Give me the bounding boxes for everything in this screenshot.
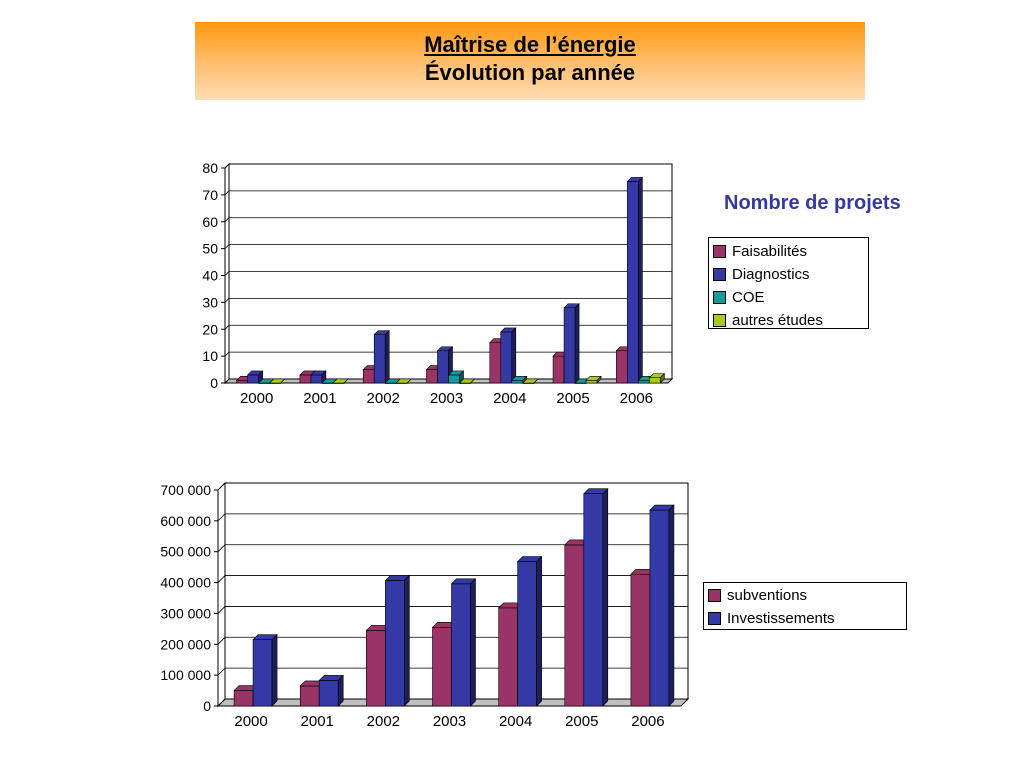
legend-swatch bbox=[713, 314, 726, 327]
legend-label: Diagnostics bbox=[732, 266, 810, 283]
gridline-side bbox=[217, 482, 226, 491]
bar bbox=[585, 375, 602, 384]
legend-label: autres études bbox=[732, 312, 823, 329]
bar bbox=[252, 633, 278, 707]
legend-label: Faisabilités bbox=[732, 243, 808, 260]
chart2-legend: subventions Investissements bbox=[703, 582, 907, 630]
x-tick-label: 2000 bbox=[234, 713, 267, 730]
bar bbox=[500, 327, 517, 384]
bar bbox=[332, 378, 349, 384]
y-tick-label: 30 bbox=[202, 294, 218, 310]
legend-label: subventions bbox=[727, 587, 808, 604]
title-banner: Maîtrise de l’énergie Évolution par anné… bbox=[195, 22, 865, 100]
bar bbox=[450, 578, 477, 707]
x-tick-label: 2003 bbox=[430, 390, 463, 407]
gridline-side bbox=[224, 298, 230, 303]
bar bbox=[384, 574, 411, 707]
y-tick-label: 500 000 bbox=[160, 544, 211, 560]
bar bbox=[583, 487, 609, 707]
gridline-side bbox=[224, 351, 230, 357]
bar bbox=[516, 555, 543, 707]
legend-label: Investissements bbox=[727, 610, 835, 627]
x-tick-label: 2005 bbox=[556, 390, 589, 407]
y-tick-label: 300 000 bbox=[160, 605, 211, 621]
bar bbox=[648, 372, 666, 384]
legend-item: Faisabilités bbox=[713, 240, 864, 263]
chart1-title: Nombre de projets bbox=[724, 192, 901, 214]
gridline-side bbox=[224, 271, 230, 276]
legend-label: COE bbox=[732, 289, 765, 306]
x-tick-label: 2003 bbox=[433, 713, 466, 730]
legend-swatch bbox=[713, 245, 726, 258]
bar bbox=[458, 378, 476, 384]
y-tick-label: 200 000 bbox=[160, 636, 211, 652]
bar bbox=[268, 378, 286, 384]
y-tick-label: 20 bbox=[202, 321, 218, 337]
x-tick-label: 2004 bbox=[499, 713, 532, 730]
legend-item: Investissements bbox=[708, 607, 902, 630]
gridline-side bbox=[217, 513, 226, 522]
bar bbox=[649, 504, 675, 707]
y-tick-label: 50 bbox=[202, 241, 218, 257]
y-tick-label: 10 bbox=[202, 348, 218, 364]
legend-item: Diagnostics bbox=[713, 263, 864, 286]
gridline-side bbox=[224, 378, 230, 384]
gridline-side bbox=[224, 163, 230, 169]
y-tick-label: 600 000 bbox=[160, 513, 211, 529]
x-tick-label: 2006 bbox=[620, 390, 653, 407]
x-tick-label: 2001 bbox=[303, 390, 336, 407]
y-tick-label: 0 bbox=[203, 698, 211, 714]
chart1-legend: Faisabilités Diagnostics COE autres étud… bbox=[708, 237, 869, 329]
y-tick-label: 70 bbox=[202, 187, 218, 203]
gridline-side bbox=[224, 324, 230, 330]
page-title: Maîtrise de l’énergie bbox=[424, 32, 636, 57]
x-tick-label: 2002 bbox=[367, 390, 400, 407]
bar bbox=[522, 378, 539, 384]
bar bbox=[395, 378, 412, 384]
y-tick-label: 700 000 bbox=[160, 482, 211, 498]
gridline-side bbox=[217, 544, 226, 552]
legend-item: COE bbox=[713, 286, 864, 309]
legend-swatch bbox=[713, 268, 726, 281]
gridline-side bbox=[217, 575, 226, 583]
bar bbox=[318, 674, 344, 707]
legend-item: autres études bbox=[713, 309, 864, 332]
legend-swatch bbox=[713, 291, 726, 304]
bar bbox=[563, 303, 580, 384]
bar bbox=[246, 370, 264, 384]
y-tick-label: 80 bbox=[202, 160, 218, 176]
gridline-side bbox=[224, 217, 230, 223]
x-tick-label: 2002 bbox=[367, 713, 400, 730]
gridline-side bbox=[217, 698, 226, 707]
y-tick-label: 100 000 bbox=[160, 667, 211, 683]
plot-side-wall bbox=[217, 481, 226, 708]
x-tick-label: 2001 bbox=[301, 713, 334, 730]
page-subtitle: Évolution par année bbox=[424, 60, 636, 85]
gridline-side bbox=[224, 244, 230, 249]
legend-swatch bbox=[708, 589, 721, 602]
legend-swatch bbox=[708, 612, 721, 625]
y-tick-label: 0 bbox=[210, 375, 218, 391]
gridline-side bbox=[224, 190, 230, 196]
y-tick-label: 60 bbox=[202, 214, 218, 230]
x-tick-label: 2004 bbox=[493, 390, 526, 407]
x-tick-label: 2005 bbox=[565, 713, 598, 730]
y-tick-label: 40 bbox=[202, 268, 218, 284]
bar bbox=[447, 370, 465, 384]
x-tick-label: 2006 bbox=[631, 713, 664, 730]
gridline-side bbox=[217, 637, 226, 645]
legend-item: subventions bbox=[708, 584, 902, 607]
x-tick-label: 2000 bbox=[240, 390, 273, 407]
gridline-side bbox=[217, 667, 226, 676]
gridline-side bbox=[217, 606, 226, 614]
y-tick-label: 400 000 bbox=[160, 575, 211, 591]
